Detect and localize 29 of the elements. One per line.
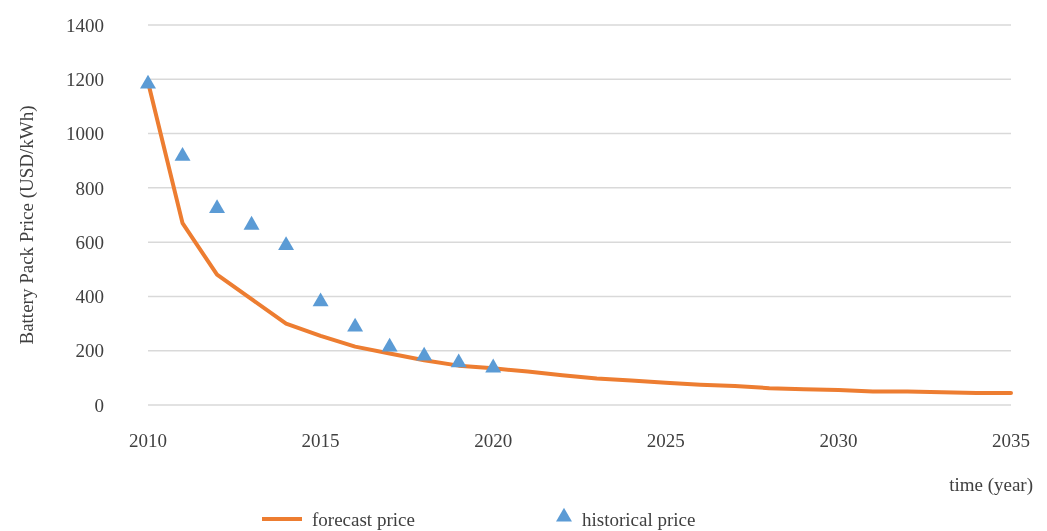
y-tick-label: 600 [75,231,104,253]
x-tick-label: 2035 [992,430,1030,451]
y-tick-label: 200 [75,340,104,362]
point [174,146,191,161]
x-tick-label: 2010 [129,430,167,451]
y-tick-label: 1000 [66,123,104,145]
y-tick-label: 800 [75,177,104,199]
x-tick-label: 2020 [474,430,513,451]
point [485,358,502,373]
x-tick-label: 2025 [646,430,685,451]
x-axis-title: time (year) [949,474,1033,496]
y-axis-title: Battery Pack Price (USD/kWh) [16,105,38,345]
legend-label: forecast price [312,508,415,530]
point [450,353,467,368]
y-tick-label: 400 [75,286,104,308]
point [381,337,398,352]
point [140,74,156,89]
point [278,236,295,250]
x-tick-label: 2015 [301,430,340,451]
point [243,215,260,230]
legend-label: historical price [582,508,696,530]
x-tick-label: 2030 [819,430,858,451]
y-tick-label: 0 [94,394,104,416]
y-tick-label: 1200 [66,68,104,90]
point [312,292,329,307]
point [416,346,433,361]
point [347,317,364,332]
y-tick-label: 1400 [66,14,104,36]
point [209,199,226,214]
